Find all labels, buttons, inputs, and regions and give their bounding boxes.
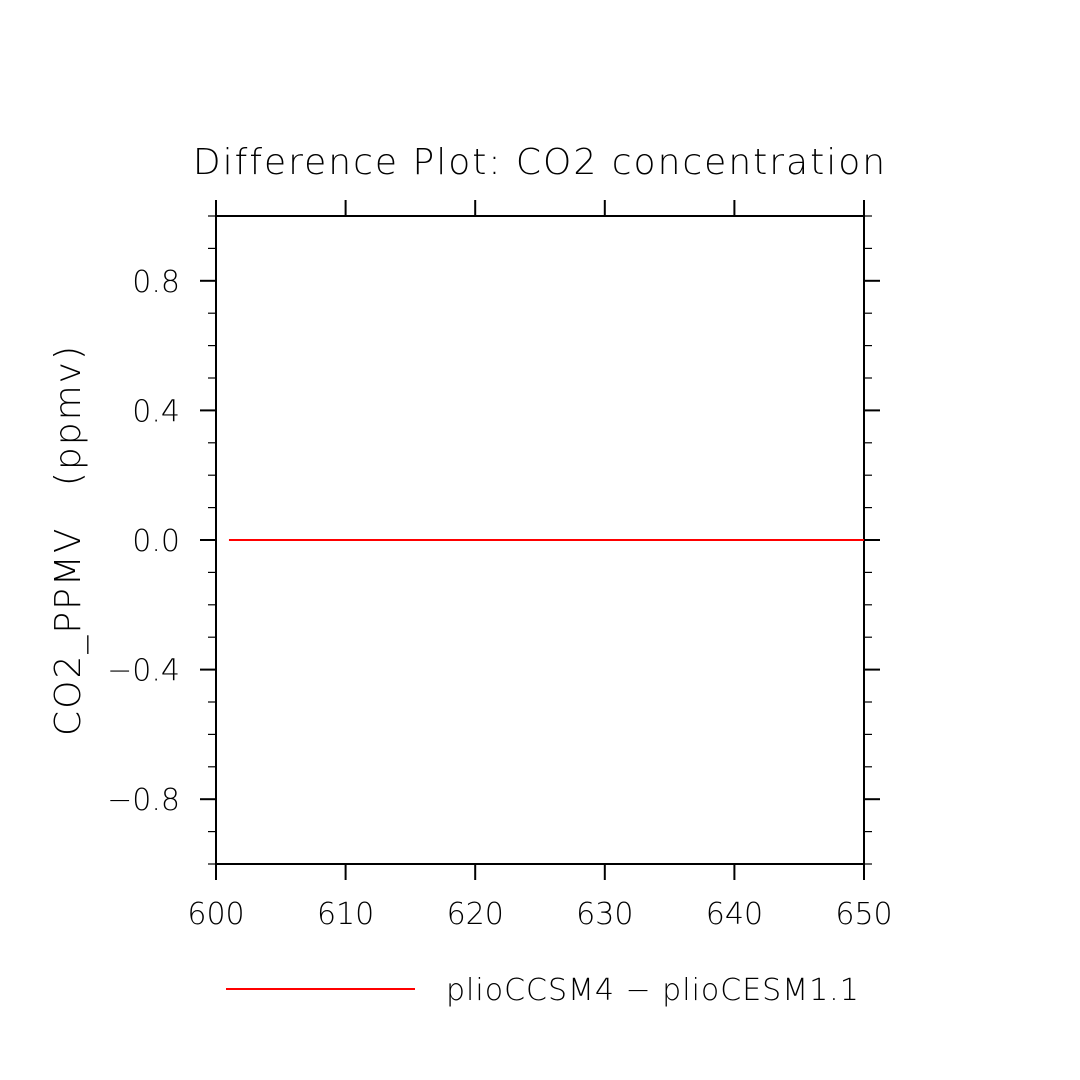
y-axis-ticks: 0.8 0.4 0.0 −0.4 −0.8 xyxy=(107,215,880,865)
x-tick-label: 620 xyxy=(447,897,504,932)
x-tick-label: 600 xyxy=(187,897,244,932)
y-axis-label: CO2_PPMV (ppmv) xyxy=(48,344,89,736)
legend-label: plioCCSM4 − plioCESM1.1 xyxy=(446,973,860,1008)
x-axis-ticks: 600 610 620 630 640 650 xyxy=(187,200,893,932)
chart-title: Difference Plot: CO2 concentration xyxy=(193,142,887,183)
y-tick-label: 0.8 xyxy=(132,265,180,300)
y-tick-label: 0.0 xyxy=(132,524,180,559)
y-tick-label: −0.8 xyxy=(107,783,180,818)
x-tick-label: 640 xyxy=(706,897,763,932)
y-tick-label: −0.4 xyxy=(107,654,180,689)
legend: plioCCSM4 − plioCESM1.1 xyxy=(226,973,860,1008)
y-tick-label: 0.4 xyxy=(132,394,180,429)
x-tick-label: 610 xyxy=(317,897,374,932)
x-tick-label: 650 xyxy=(835,897,892,932)
x-tick-label: 630 xyxy=(576,897,633,932)
